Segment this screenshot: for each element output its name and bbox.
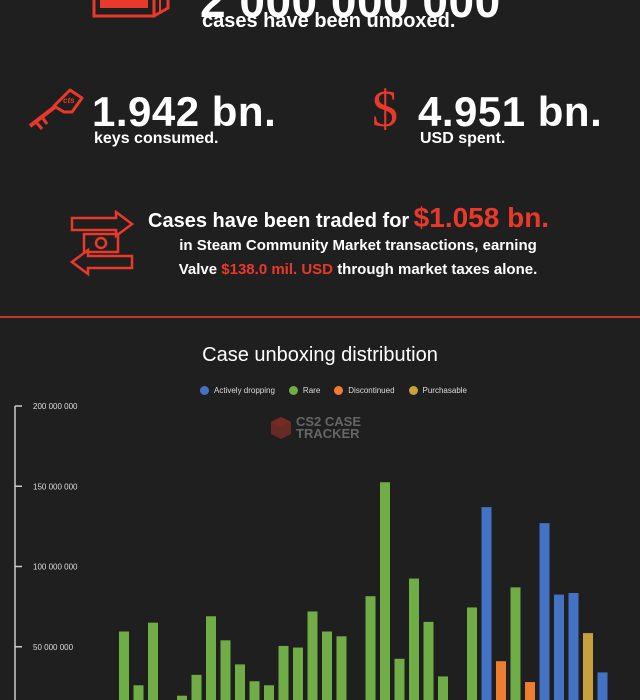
chart-bar: [568, 592, 579, 700]
chart-bar: [597, 672, 608, 700]
keys-label: keys consumed.: [94, 130, 219, 147]
chart-bar: [177, 695, 187, 700]
watermark-logo: CS2 CASE TRACKER: [270, 414, 362, 441]
chart-bar: [322, 631, 332, 700]
trade-line-1: Cases have been traded for $1.058 bn.: [148, 202, 588, 234]
trade-line3-suffix: through market taxes alone.: [337, 261, 538, 278]
chart-bar: [365, 596, 376, 700]
legend-dot-active: [200, 386, 209, 395]
cases-label: cases have been unboxed.: [202, 10, 456, 32]
cases-count: 2 000 000 000: [200, 0, 501, 27]
usd-label: USD spent.: [420, 130, 506, 147]
chart-legend: Actively dropping Rare Discontinued Purc…: [200, 386, 467, 395]
chart-bar: [307, 611, 318, 700]
trade-line3-prefix: Valve: [178, 261, 218, 278]
chart-bar: [148, 622, 158, 700]
watermark-line1: CS2 CASE: [296, 414, 362, 429]
chart-bar: [191, 674, 202, 700]
chart-bar: [235, 664, 245, 700]
chart-bar: [336, 636, 347, 700]
legend-label-rare: Rare: [302, 386, 321, 395]
legend-item-active: Actively dropping: [200, 386, 275, 395]
legend-dot-rare: [288, 386, 298, 395]
y-tick-label: 150 000 000: [33, 482, 78, 491]
chart-bar: [423, 621, 434, 700]
key-icon: cts: [24, 84, 84, 136]
trade-line1-prefix: Cases have been traded for: [148, 210, 410, 232]
chart-bar: [278, 645, 289, 700]
chart-bar: [119, 631, 129, 700]
trade-amount: $1.058 bn.: [413, 202, 550, 233]
chart-bar: [380, 482, 390, 700]
y-tick-label: 200 000 000: [33, 402, 78, 411]
chart-bar: [554, 594, 564, 700]
chart-bar: [583, 633, 593, 700]
watermark-crate-icon: [271, 417, 291, 439]
chart-bar: [249, 681, 260, 700]
chart-bar: [293, 647, 303, 700]
legend-label-discontinued: Discontinued: [348, 386, 395, 395]
legend-label-purchasable: Purchasable: [422, 386, 467, 395]
crate-icon: cts: [92, 0, 170, 32]
tax-amount: $138.0 mil. USD: [221, 261, 334, 278]
chart-bar: [525, 682, 535, 700]
chart-bar: [438, 676, 448, 700]
chart-bar: [539, 523, 550, 700]
y-tick-label: 50 000 000: [33, 643, 74, 652]
crate-logo-text: cts: [112, 0, 129, 2]
legend-label-active: Actively dropping: [214, 386, 275, 395]
trade-line-2: in Steam Community Market transactions, …: [179, 237, 537, 254]
chart-bar: [394, 658, 405, 700]
legend-item-rare: Rare: [288, 386, 321, 395]
chart-bar: [510, 587, 521, 700]
chart-bar: [409, 578, 419, 700]
legend-item-discontinued: Discontinued: [334, 386, 395, 395]
chart-bar: [264, 685, 274, 700]
chart-bar: [220, 640, 231, 700]
chart-title: Case unboxing distribution: [202, 344, 438, 366]
svg-text:cts: cts: [63, 96, 75, 105]
usd-value: 4.951 bn.: [418, 88, 603, 135]
y-tick-label: 100 000 000: [33, 563, 78, 572]
chart-bar: [133, 685, 144, 700]
legend-item-purchasable: Purchasable: [408, 386, 467, 395]
section-divider: [0, 316, 640, 318]
chart-bar: [206, 616, 216, 700]
legend-dot-discontinued: [334, 386, 344, 395]
watermark-line2: TRACKER: [296, 426, 360, 441]
chart-bar: [496, 661, 506, 700]
keys-value: 1.942 bn.: [92, 88, 277, 135]
dollar-icon: $: [372, 81, 398, 138]
chart-bar: [481, 507, 492, 700]
chart-bar: [467, 607, 477, 700]
legend-dot-purchasable: [408, 386, 418, 395]
trade-exchange-icon: [69, 209, 135, 278]
trade-line-3: Valve $138.0 mil. USD through market tax…: [140, 261, 576, 278]
